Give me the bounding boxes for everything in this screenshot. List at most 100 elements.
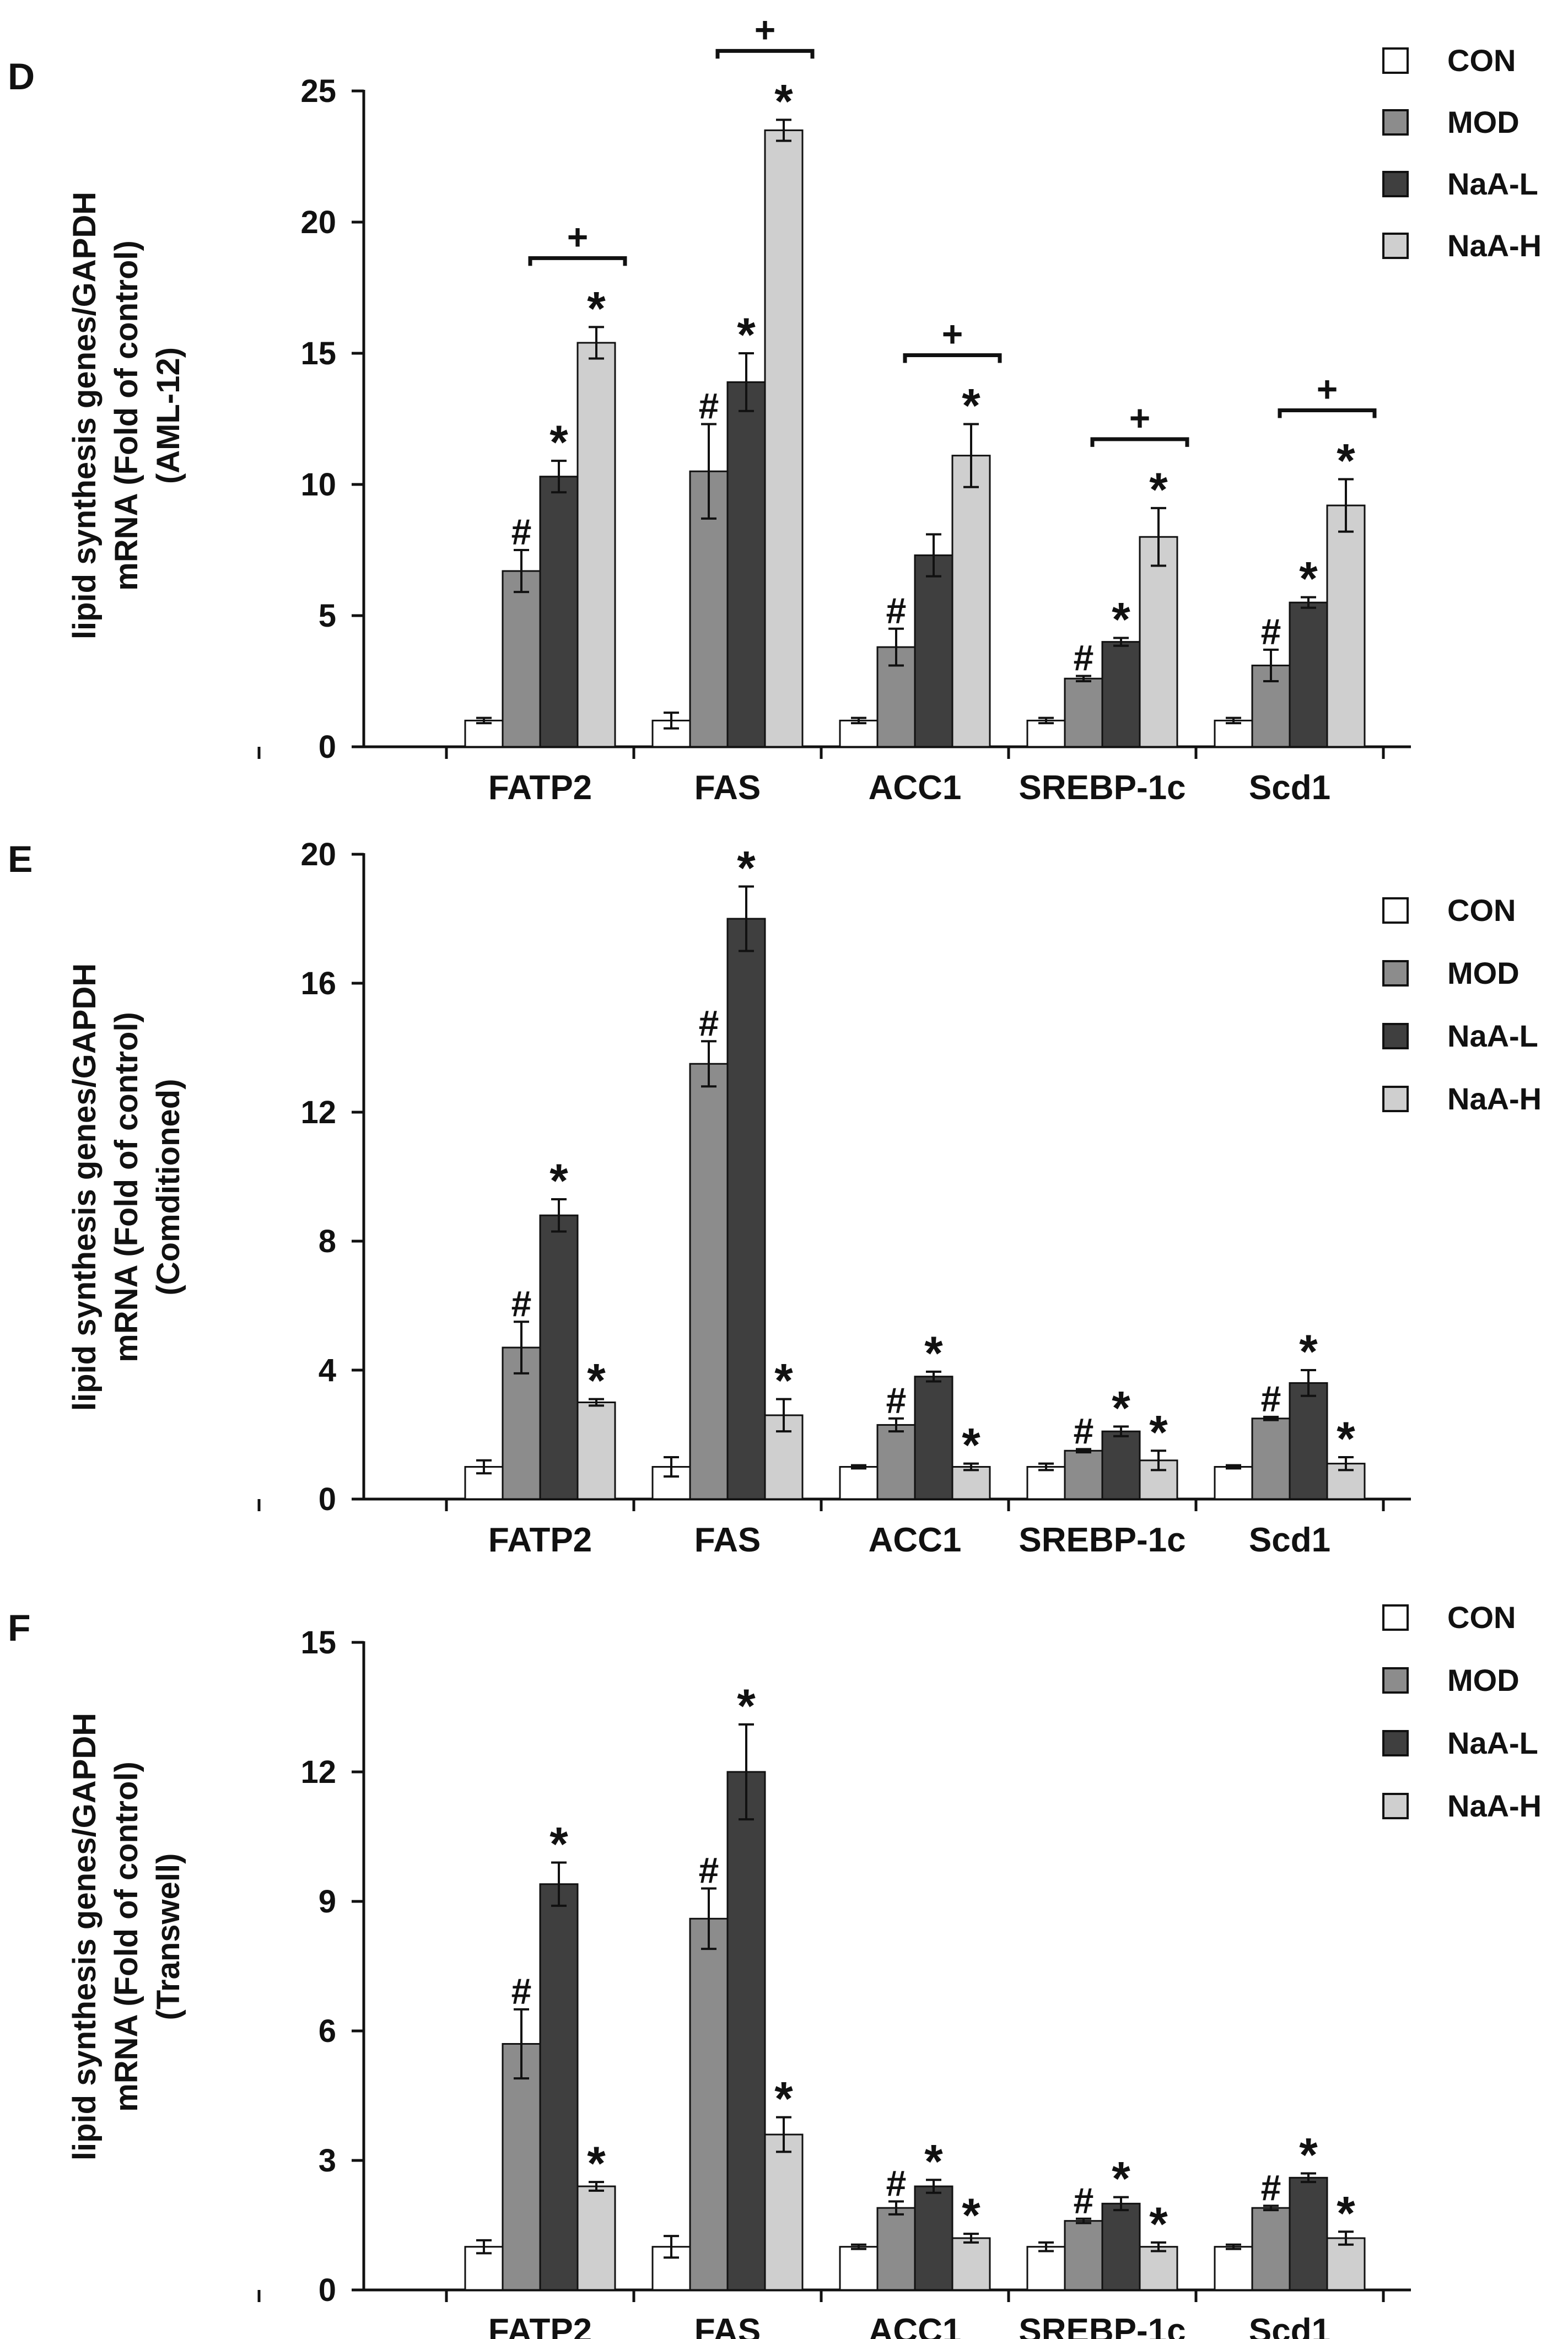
- bar-fas-naa-l: [726, 1771, 766, 2291]
- significance-star: *: [1149, 1406, 1168, 1459]
- significance-star: *: [1337, 2187, 1355, 2240]
- significance-star: *: [587, 1355, 606, 1408]
- x-tick-label-fas: FAS: [694, 769, 761, 807]
- significance-star: *: [1112, 593, 1130, 646]
- bar-acc1-naa-h: [951, 455, 991, 748]
- bar-acc1-mod: [876, 2207, 916, 2291]
- bar-fatp2-naa-h: [576, 1402, 616, 1500]
- significance-star: *: [549, 1155, 568, 1208]
- legend-swatch-con: [1382, 47, 1409, 74]
- panel-letter: D: [8, 56, 35, 98]
- significance-hash: #: [886, 590, 907, 631]
- legend-label-naa-h: NaA-H: [1447, 1081, 1542, 1116]
- y-tick-label: 4: [319, 1352, 336, 1388]
- significance-star: *: [549, 1818, 568, 1871]
- significance-hash: #: [886, 1380, 907, 1421]
- comparison-bracket: [1278, 408, 1377, 418]
- significance-hash: #: [699, 1850, 719, 1891]
- bar-srebp-1c-naa-l: [1101, 1430, 1141, 1500]
- panel-letter: F: [8, 1607, 31, 1649]
- legend-label-naa-l: NaA-L: [1447, 166, 1538, 201]
- bar-scd1-mod: [1251, 2207, 1291, 2291]
- legend-item-naa-l: NaA-L: [1382, 1018, 1568, 1053]
- bar-acc1-con: [839, 2246, 879, 2291]
- significance-hash: #: [1074, 637, 1094, 678]
- bar-acc1-naa-l: [914, 2185, 953, 2291]
- bar-acc1-naa-h: [951, 2237, 991, 2291]
- bar-acc1-mod: [876, 1424, 916, 1500]
- legend-label-mod: MOD: [1447, 956, 1519, 990]
- significance-plus: +: [1129, 397, 1151, 438]
- bar-srebp-1c-con: [1026, 2246, 1066, 2291]
- x-tick-label-fas: FAS: [694, 2312, 761, 2339]
- significance-hash: #: [511, 1283, 532, 1324]
- significance-star: *: [924, 2135, 943, 2188]
- bar-chart-e: 0 4 8 12 16 20 FATP2 # * * FAS # * * ACC1 # * * SREBP-1c # *…: [257, 837, 1411, 1559]
- x-tick-label-acc1: ACC1: [869, 769, 962, 807]
- bar-scd1-con: [1214, 719, 1253, 748]
- bar-fatp2-naa-l: [539, 1214, 579, 1500]
- bar-fas-naa-l: [726, 918, 766, 1500]
- significance-star: *: [737, 1680, 756, 1733]
- x-tick-label-acc1: ACC1: [869, 2312, 962, 2339]
- legend-item-mod: MOD: [1382, 956, 1568, 990]
- bar-srebp-1c-naa-h: [1139, 536, 1178, 748]
- significance-star: *: [962, 2189, 980, 2242]
- bar-fatp2-naa-h: [576, 2185, 616, 2291]
- significance-star: *: [962, 380, 980, 433]
- x-tick-label-fatp2: FATP2: [488, 1521, 592, 1559]
- significance-star: *: [774, 1355, 793, 1408]
- significance-star: *: [549, 416, 568, 469]
- bar-fas-con: [651, 2246, 691, 2291]
- bar-scd1-naa-l: [1289, 1382, 1328, 1500]
- x-tick-label-fatp2: FATP2: [488, 769, 592, 807]
- y-tick-label: 12: [300, 1095, 336, 1130]
- legend-label-con: CON: [1447, 893, 1516, 928]
- x-tick-label-scd1: Scd1: [1249, 1521, 1330, 1559]
- legend-label-con: CON: [1447, 43, 1516, 78]
- significance-plus: +: [942, 314, 963, 354]
- y-tick-label: 10: [300, 467, 336, 503]
- y-tick-label: 15: [300, 336, 336, 371]
- bar-srebp-1c-con: [1026, 1466, 1066, 1500]
- legend-item-naa-l: NaA-L: [1382, 166, 1568, 201]
- y-tick-label: 20: [300, 837, 336, 872]
- bar-scd1-mod: [1251, 1418, 1291, 1500]
- comparison-bracket: [528, 256, 627, 266]
- significance-hash: #: [886, 2163, 907, 2203]
- bar-fatp2-mod: [502, 570, 541, 748]
- significance-star: *: [1299, 2129, 1318, 2182]
- significance-star: *: [774, 2073, 793, 2126]
- significance-star: *: [924, 1327, 943, 1380]
- significance-star: *: [1337, 434, 1355, 487]
- bar-srebp-1c-mod: [1064, 1449, 1103, 1500]
- bar-fas-naa-h: [764, 2133, 804, 2291]
- y-tick-label: 25: [300, 73, 336, 109]
- bar-srebp-1c-naa-l: [1101, 2202, 1141, 2291]
- legend-item-naa-h: NaA-H: [1382, 1788, 1568, 1823]
- legend-label-mod: MOD: [1447, 1663, 1519, 1697]
- legend-item-mod: MOD: [1382, 1663, 1568, 1697]
- legend-item-con: CON: [1382, 43, 1568, 78]
- significance-hash: #: [1074, 1410, 1094, 1451]
- y-tick-label: 8: [319, 1224, 336, 1259]
- x-tick-label-srebp-1c: SREBP-1c: [1019, 769, 1186, 807]
- bar-acc1-con: [839, 1466, 879, 1500]
- bar-fas-mod: [689, 1063, 729, 1500]
- bar-fatp2-con: [464, 719, 504, 748]
- legend-item-naa-h: NaA-H: [1382, 1081, 1568, 1116]
- legend-item-mod: MOD: [1382, 105, 1568, 139]
- x-tick-label-scd1: Scd1: [1249, 2312, 1330, 2339]
- bar-acc1-con: [839, 719, 879, 748]
- significance-star: *: [1112, 2153, 1130, 2206]
- bar-scd1-naa-h: [1326, 504, 1366, 748]
- x-tick-label-acc1: ACC1: [869, 1521, 962, 1559]
- legend-label-naa-h: NaA-H: [1447, 1788, 1542, 1823]
- significance-star: *: [1337, 1413, 1355, 1465]
- significance-star: *: [587, 282, 606, 335]
- y-tick-label: 5: [319, 598, 336, 634]
- legend-swatch-mod: [1382, 960, 1409, 987]
- bar-fatp2-naa-l: [539, 1883, 579, 2291]
- legend-item-con: CON: [1382, 1600, 1568, 1635]
- legend-item-con: CON: [1382, 893, 1568, 928]
